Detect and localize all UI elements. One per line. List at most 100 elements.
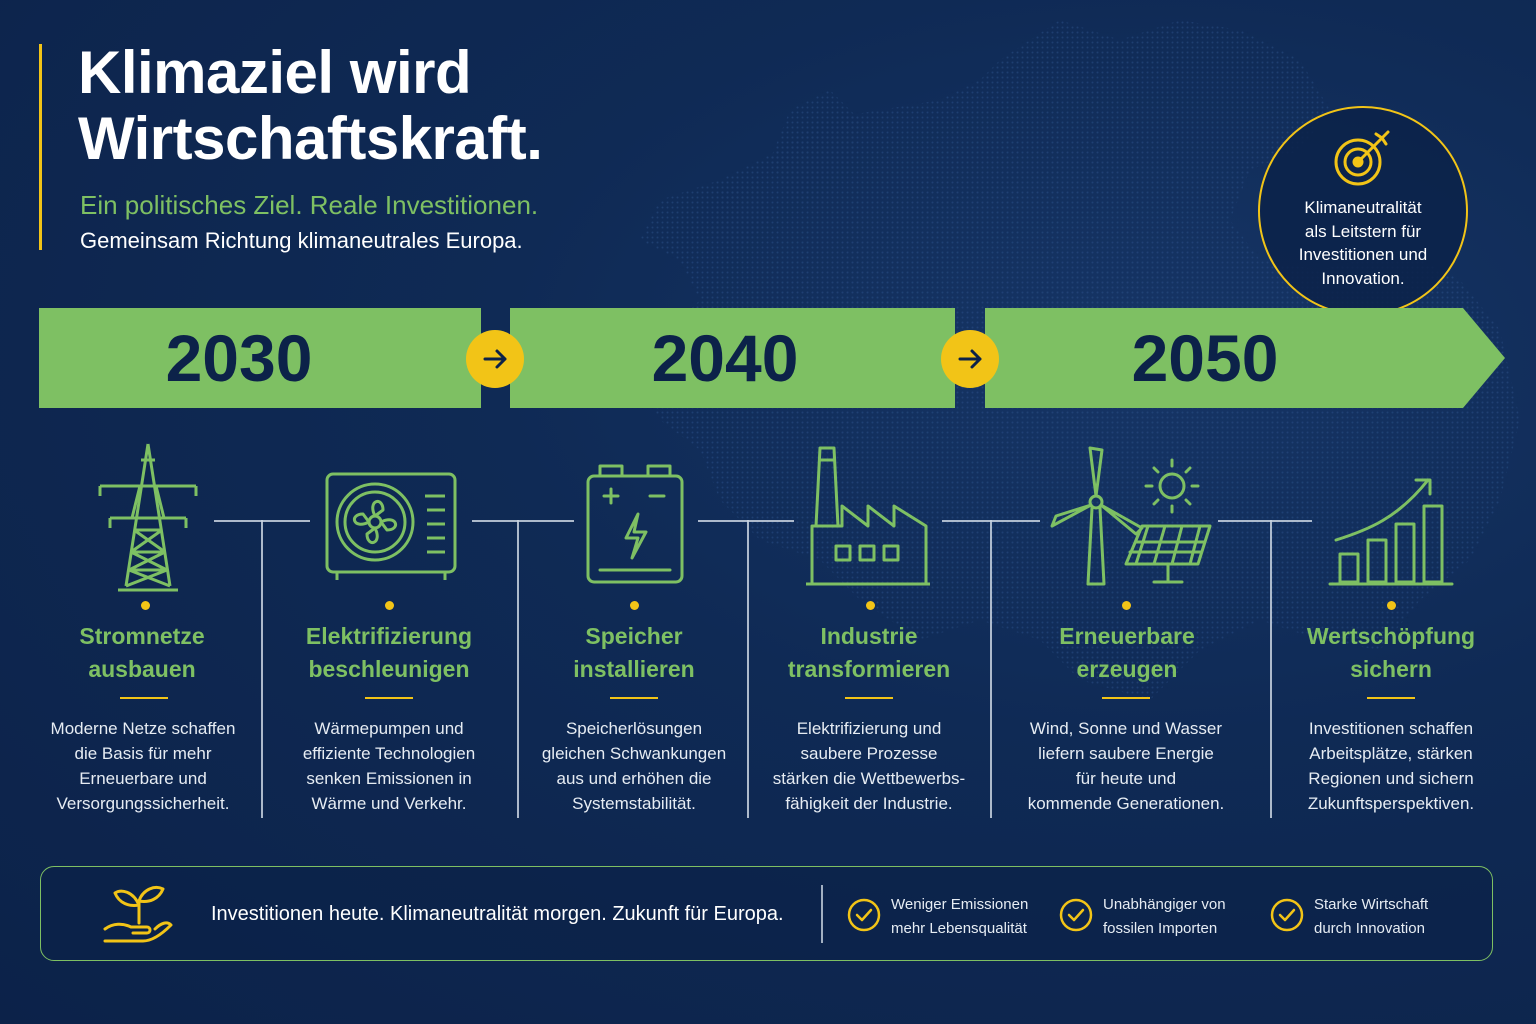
marker-dot: [866, 601, 875, 610]
connector-line: [472, 520, 574, 522]
heat-pump-icon: [325, 472, 457, 580]
year-label: 2030: [165, 321, 313, 395]
column-title-line: ausbauen: [88, 656, 196, 682]
benefit-line: durch Innovation: [1314, 920, 1425, 937]
hand-seedling-icon: [103, 886, 173, 943]
column-description: Moderne Netze schaffen die Basis für meh…: [23, 716, 263, 816]
year-label: 2040: [651, 321, 799, 395]
power-pylon-icon: [98, 443, 198, 592]
timeline-segment-2050: 2050: [985, 308, 1505, 408]
year-label: 2050: [1131, 321, 1279, 395]
column-title-line: erzeugen: [1076, 656, 1178, 682]
description-line: Moderne Netze schaffen: [50, 719, 236, 738]
goal-text: Klimaneutralität als Leitstern für Inves…: [1278, 196, 1448, 290]
column-description: Investitionen schaffen Arbeitsplätze, st…: [1271, 716, 1511, 816]
subtitle: Ein politisches Ziel. Reale Investitione…: [80, 190, 539, 220]
factory-icon: [806, 446, 930, 586]
column-description: Speicherlösungen gleichen Schwankungen a…: [514, 716, 754, 816]
goal-line: Klimaneutralität: [1304, 198, 1422, 217]
title-line-1: Klimaziel wird: [78, 39, 472, 106]
title-underline: [120, 697, 168, 699]
description-line: Systemstabilität.: [572, 794, 696, 813]
check-circle-icon: [1059, 898, 1093, 932]
title-underline: [365, 697, 413, 699]
battery-icon: [586, 464, 684, 584]
description-line: saubere Prozesse: [800, 744, 938, 763]
description-line: Zukunftsperspektiven.: [1307, 794, 1475, 813]
check-circle-icon: [847, 898, 881, 932]
description-line: fähigkeit der Industrie.: [785, 794, 953, 813]
benefit-text: Starke Wirtschaft durch Innovation: [1314, 893, 1494, 941]
description-line: Regionen und sichern: [1308, 769, 1474, 788]
column-title-line: Stromnetze: [79, 623, 205, 649]
title-accent-bar: [39, 44, 42, 250]
arrow-right-icon: [466, 330, 524, 388]
target-arrow-icon: [1334, 130, 1390, 186]
description-line: Wärme und Verkehr.: [311, 794, 467, 813]
description-line: liefern saubere Energie: [1038, 744, 1214, 763]
marker-dot: [1122, 601, 1131, 610]
column-title-line: transformieren: [787, 656, 951, 682]
description-line: aus und erhöhen die: [556, 769, 712, 788]
description-line: effiziente Technologien: [302, 744, 476, 763]
benefit-line: Weniger Emissionen: [891, 896, 1029, 913]
column-title-line: installieren: [573, 656, 695, 682]
column-title-line: Speicher: [585, 623, 683, 649]
column-title-line: Industrie: [820, 623, 918, 649]
benefit-line: mehr Lebensqualität: [891, 920, 1027, 937]
footer-message: Investitionen heute. Klimaneutralität mo…: [211, 903, 784, 925]
divider-line: [747, 520, 749, 818]
description-line: gleichen Schwankungen: [541, 744, 727, 763]
description-line: stärken die Wettbewerbs-: [772, 769, 966, 788]
column-title: Speicher installieren: [509, 620, 759, 686]
description-line: Wärmepumpen und: [314, 719, 464, 738]
column-description: Elektrifizierung und saubere Prozesse st…: [749, 716, 989, 816]
description-line: Elektrifizierung und: [796, 719, 942, 738]
divider-line: [517, 520, 519, 818]
benefit-line: Starke Wirtschaft: [1314, 896, 1429, 913]
wind-solar-icon: [1050, 446, 1212, 586]
column-title: Elektrifizierung beschleunigen: [264, 620, 514, 686]
divider-line: [990, 520, 992, 818]
marker-dot: [385, 601, 394, 610]
divider-line: [261, 520, 263, 818]
column-description: Wind, Sonne und Wasser liefern saubere E…: [1006, 716, 1246, 816]
column-title: Wertschöpfung sichern: [1266, 620, 1516, 686]
column-title: Stromnetze ausbauen: [17, 620, 267, 686]
goal-line: als Leitstern für: [1304, 221, 1422, 241]
column-title: Industrie transformieren: [744, 620, 994, 686]
marker-dot: [141, 601, 150, 610]
description-line: Wind, Sonne und Wasser: [1029, 719, 1223, 738]
title-underline: [1367, 697, 1415, 699]
column-title-line: Wertschöpfung: [1306, 623, 1476, 649]
title-line-2: Wirtschaftskraft.: [78, 105, 543, 172]
benefit-line: Unabhängiger von: [1103, 896, 1226, 913]
timeline-segment-2030: 2030: [39, 308, 481, 408]
title-underline: [1102, 697, 1150, 699]
goal-line: Investitionen und: [1298, 245, 1428, 264]
footer-divider: [821, 885, 823, 943]
description-line: Versorgungssicherheit.: [56, 794, 230, 813]
description-line: kommende Generationen.: [1027, 794, 1225, 813]
check-circle-icon: [1270, 898, 1304, 932]
description-line: Investitionen schaffen: [1308, 719, 1474, 738]
description-line: Erneuerbare und: [79, 769, 207, 788]
description-line: für heute und: [1075, 769, 1177, 788]
marker-dot: [1387, 601, 1396, 610]
description-line: Speicherlösungen: [565, 719, 703, 738]
description-line: Arbeitsplätze, stärken: [1309, 744, 1473, 763]
arrow-right-icon: [941, 330, 999, 388]
page-title: Klimaziel wird Wirtschaftskraft.: [78, 39, 543, 172]
column-title-line: beschleunigen: [308, 656, 470, 682]
column-title-line: sichern: [1350, 656, 1432, 682]
column-title-line: Elektrifizierung: [305, 623, 473, 649]
divider-line: [1270, 520, 1272, 818]
column-description: Wärmepumpen und effiziente Technologien …: [269, 716, 509, 816]
benefit-text: Unabhängiger von fossilen Importen: [1103, 893, 1283, 941]
column-title: Erneuerbare erzeugen: [1002, 620, 1252, 686]
goal-badge: Klimaneutralität als Leitstern für Inves…: [1258, 106, 1468, 316]
connector-line: [1218, 520, 1312, 522]
timeline-segment-2040: 2040: [510, 308, 955, 408]
title-underline: [845, 697, 893, 699]
footer-banner: Investitionen heute. Klimaneutralität mo…: [40, 866, 1493, 961]
